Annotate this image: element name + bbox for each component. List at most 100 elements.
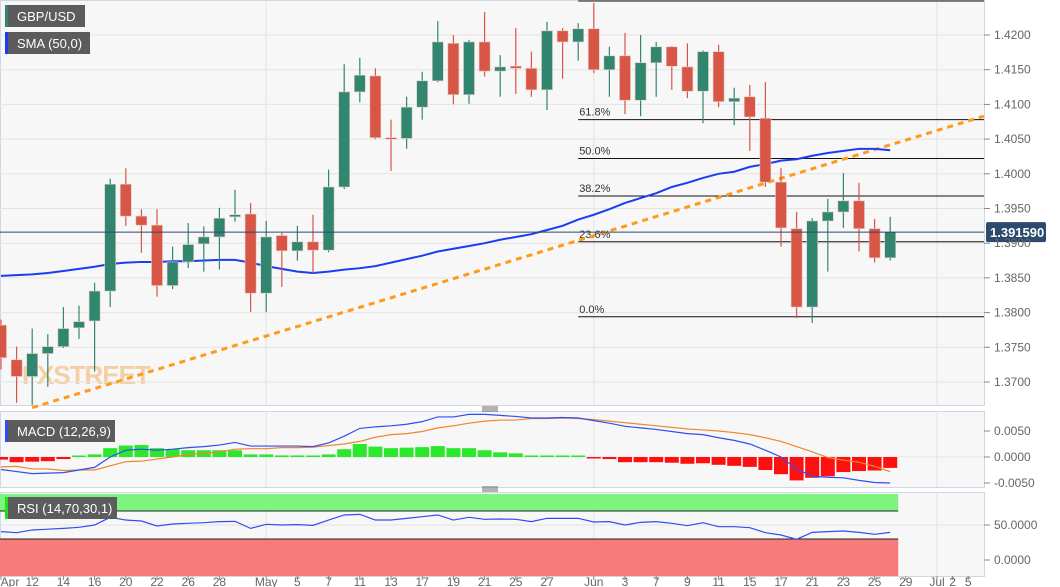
candle-apr-30 — [244, 202, 257, 312]
macd-histogram-bar — [25, 457, 40, 462]
date-tick-label: 5 — [965, 575, 972, 587]
macd-histogram-bar — [399, 447, 414, 457]
orange-trendline[interactable] — [31, 114, 985, 410]
rsi-tick-label: 50.0000 — [994, 518, 1038, 532]
fib-level-label: 61.8% — [579, 107, 610, 119]
indicator-labels: GBP/USD SMA (50,0) MACD (12,26,9) RSI (14,7… — [5, 5, 117, 519]
date-tick-label: 21 — [478, 575, 492, 587]
macd-histogram-bar — [774, 457, 788, 475]
fxstreet-watermark: FXSTREET — [22, 360, 151, 390]
candle-jun-22 — [821, 198, 834, 272]
sma-label-box[interactable] — [5, 32, 90, 54]
macd-histogram-bar — [165, 449, 180, 457]
candle-may-27 — [541, 21, 553, 110]
candle-may-10 — [338, 64, 351, 190]
sma-line — [0, 147, 891, 277]
panel-border — [0, 0, 985, 406]
candle-jun-4 — [634, 35, 647, 117]
candle-body — [416, 80, 429, 108]
candle-may-19 — [447, 35, 460, 105]
candle-jun-10 — [697, 50, 709, 124]
candle-body — [135, 215, 148, 226]
candle-body — [697, 51, 709, 92]
price-tick-label: 1.4050 — [994, 132, 1031, 146]
candle-body — [182, 244, 194, 263]
candle-body — [587, 28, 600, 70]
candle-jun-3 — [619, 32, 631, 115]
candle-jun-24 — [853, 182, 865, 252]
macd-tick-label: -0.0050 — [994, 476, 1035, 490]
symbol-label-box[interactable] — [5, 5, 85, 27]
macd-histogram-bar — [446, 448, 461, 457]
candle-body — [572, 28, 585, 43]
candle-body — [369, 75, 382, 139]
candle-jun-14 — [728, 87, 741, 126]
candle-may-26 — [525, 51, 538, 97]
macd-tick-label: 0.0050 — [994, 424, 1031, 438]
macd-histogram-bar — [805, 457, 820, 478]
macd-histogram-bar — [212, 450, 227, 457]
candle-body — [634, 62, 647, 101]
candle-apr-20 — [120, 168, 132, 226]
fib-level-label: 0.0% — [579, 304, 604, 316]
candle-body — [541, 30, 553, 91]
candle-apr-8 — [0, 319, 7, 370]
candle-may-13 — [385, 119, 397, 172]
rsi-tick-label: 0.0000 — [994, 553, 1031, 567]
macd-histogram-bar — [430, 446, 445, 457]
candle-body — [431, 41, 444, 82]
macd-panel — [0, 413, 984, 484]
candle-body — [307, 241, 319, 251]
gridlines — [0, 0, 984, 576]
candle-apr-16 — [88, 282, 101, 372]
date-tick-label: 3 — [622, 575, 629, 587]
macd-histogram-bar — [711, 457, 726, 465]
date-tick-label: May — [255, 575, 278, 587]
candle-body — [166, 261, 179, 286]
date-tick-label: 5 — [294, 575, 301, 587]
macd-histogram-bar — [462, 448, 476, 457]
candle-body — [73, 321, 85, 329]
chart-background: FXSTREET — [0, 0, 985, 577]
macd-histogram-bar — [524, 455, 539, 457]
candle-body — [57, 328, 70, 347]
price-tick-label: 1.3700 — [994, 375, 1031, 389]
candle-may-5 — [291, 225, 304, 261]
date-tick-label: 27 — [540, 575, 554, 587]
trendline[interactable] — [31, 114, 985, 410]
rsi-oversold-zone — [0, 539, 899, 576]
candle-may-14 — [400, 96, 413, 149]
candle-jun-8 — [665, 46, 678, 90]
macd-histogram-bar — [259, 454, 274, 457]
date-tick-label: 13 — [384, 575, 398, 587]
rsi-label-box[interactable] — [5, 497, 117, 519]
candle-may-12 — [369, 68, 382, 140]
candle-body — [525, 68, 538, 91]
date-tick-label: 23 — [837, 575, 851, 587]
candle-apr-19 — [104, 178, 116, 308]
candle-body — [447, 43, 460, 95]
candle-body — [275, 235, 288, 252]
candle-apr-22 — [151, 209, 163, 297]
date-tick-label: 9 — [684, 575, 691, 587]
candle-body — [650, 46, 663, 64]
macd-tick-label: 0.0000 — [994, 450, 1031, 464]
macd-signal-line — [0, 417, 891, 473]
candle-body — [681, 66, 694, 92]
candle-body — [478, 41, 491, 72]
macd-histogram-bar — [727, 457, 742, 466]
date-tick-label: 21 — [806, 575, 820, 587]
macd-histogram-bar — [649, 457, 664, 463]
candle-body — [494, 66, 507, 72]
macd-histogram-bar — [9, 457, 24, 463]
macd-label-box[interactable] — [5, 420, 115, 442]
candle-may-21 — [478, 12, 491, 77]
candle-apr-23 — [166, 246, 179, 290]
macd-histogram-bar — [820, 457, 835, 477]
macd-histogram-bar — [540, 455, 554, 457]
current-price-badge — [986, 222, 1046, 243]
candle-body — [837, 200, 850, 213]
candle-may-28 — [556, 28, 569, 79]
candle-may-31 — [572, 23, 585, 61]
